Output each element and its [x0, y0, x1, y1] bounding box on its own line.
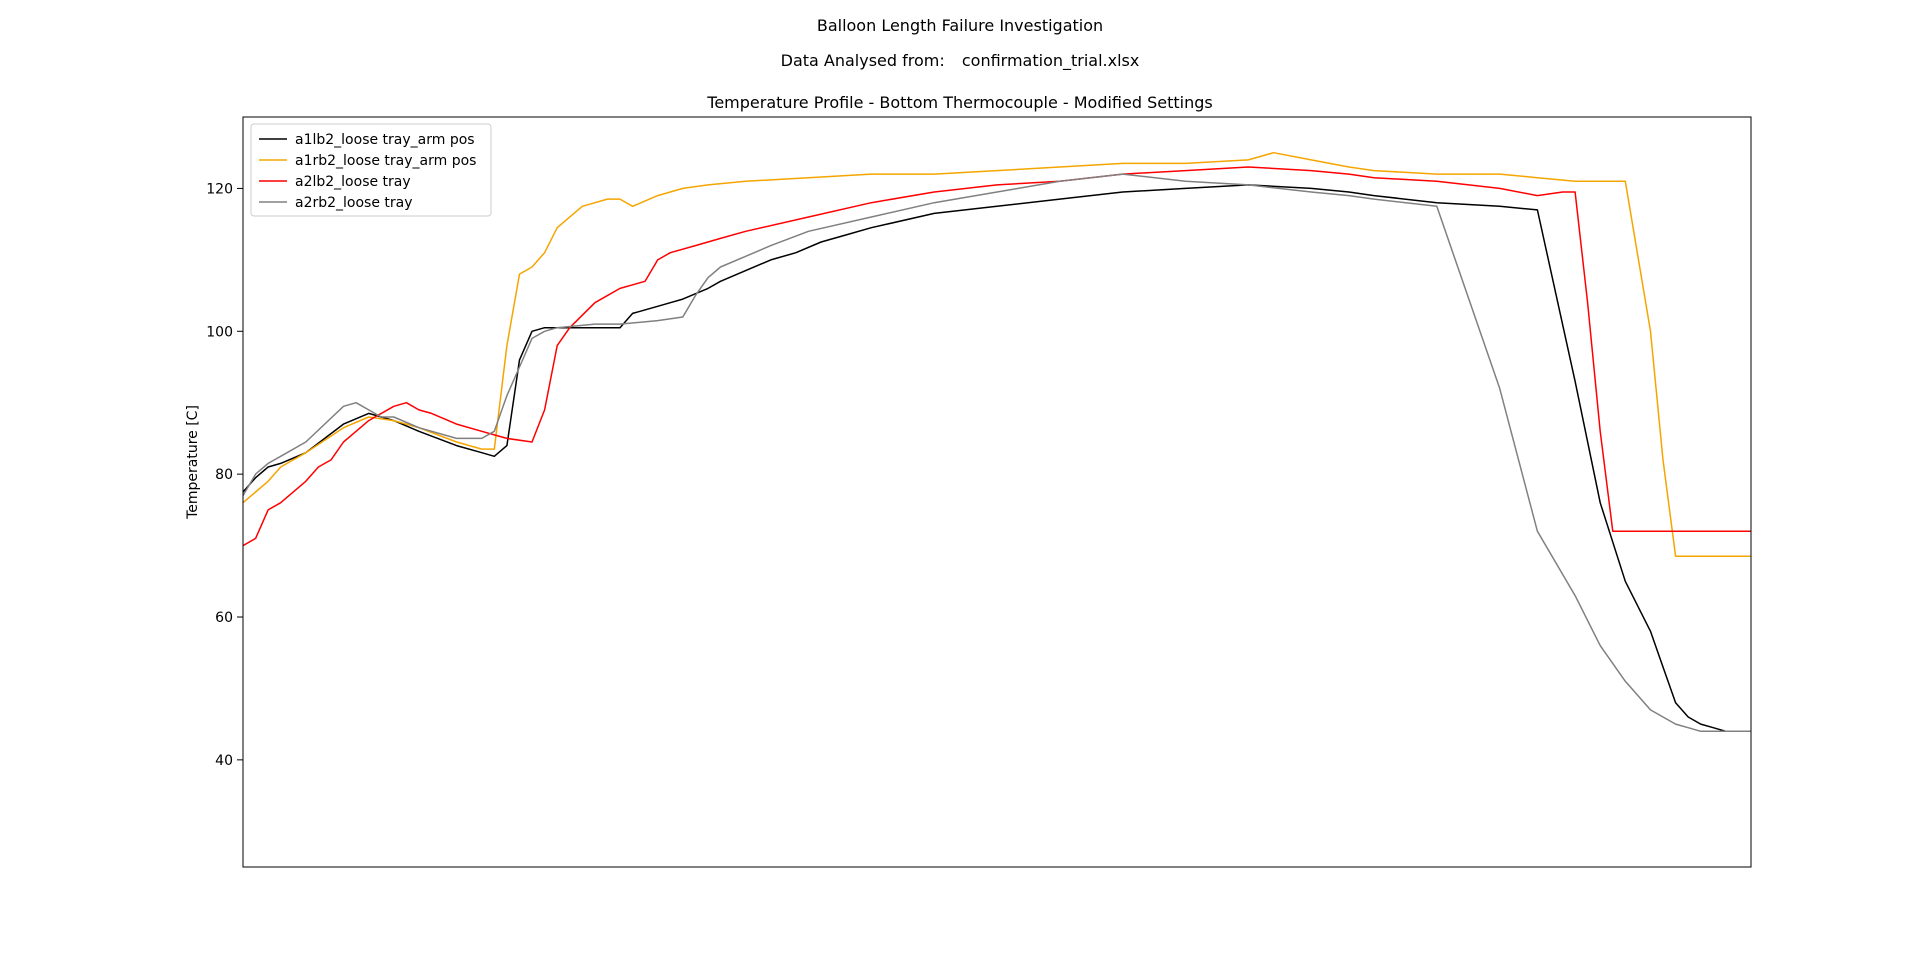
y-tick-label: 120	[206, 181, 233, 197]
series-line-4	[242, 173, 1751, 733]
legend-entry: a1lb2_loose tray_arm pos	[295, 132, 475, 148]
y-tick-label: 60	[215, 610, 233, 626]
legend-entry: a1rb2_loose tray_arm pos	[295, 153, 476, 169]
series-layer	[242, 151, 1751, 733]
figure-suptitle: Balloon Length Failure Investigation	[816, 16, 1104, 35]
y-tick-label: 40	[215, 753, 233, 769]
plot-frame	[242, 116, 1752, 868]
legend-entry: a2lb2_loose tray	[295, 174, 411, 190]
series-line-1	[242, 184, 1751, 733]
data-source-file: confirmation_trial.xlsx	[961, 51, 1140, 70]
legend-box	[250, 123, 492, 217]
data-source-line: Data Analysed from: confirmation_trial.x…	[0, 51, 1920, 70]
y-tick-label: 100	[206, 324, 233, 340]
data-source-label: Data Analysed from:	[780, 51, 945, 70]
chart-title: Temperature Profile - Bottom Thermocoupl…	[707, 93, 1213, 112]
legend: a1lb2_loose tray_arm pos a1rb2_loose tray…	[250, 123, 492, 217]
series-line-3	[242, 166, 1751, 547]
y-axis-label: Temperature [C]	[185, 405, 201, 520]
series-line-2	[242, 151, 1751, 558]
y-axis: 40 60 80 100 120	[206, 181, 243, 769]
legend-entry: a2rb2_loose tray	[295, 195, 413, 211]
y-tick-label: 80	[215, 467, 233, 483]
